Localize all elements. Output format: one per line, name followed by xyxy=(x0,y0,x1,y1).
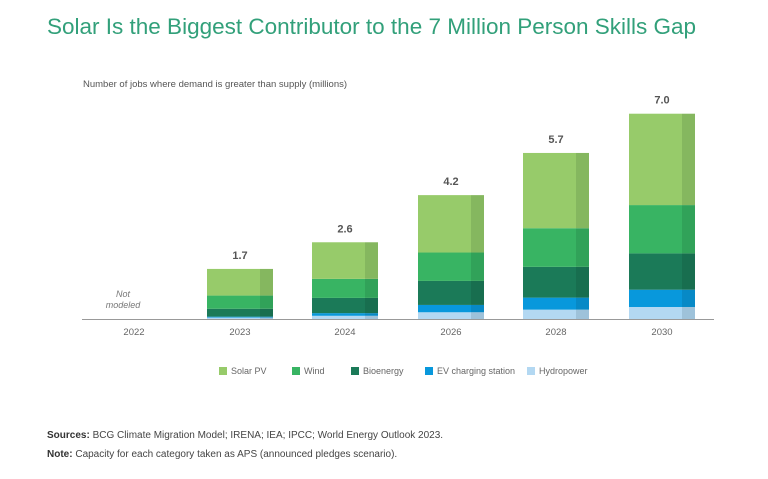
bar-segment-shade xyxy=(260,308,273,317)
bar-segment-bioenergy-2028 xyxy=(523,266,576,298)
legend-swatch xyxy=(219,367,227,375)
bar-segment-ev-charging-station-2030 xyxy=(629,289,682,307)
bar-segment-bioenergy-2026 xyxy=(418,280,471,305)
bar-segment-solar-pv-2028 xyxy=(523,152,576,229)
bar-segment-shade xyxy=(576,228,589,267)
legend-label: Solar PV xyxy=(231,366,267,376)
bar-segment-bioenergy-2023 xyxy=(207,308,260,317)
bar-segment-wind-2024 xyxy=(312,278,365,298)
bar-segment-solar-pv-2023 xyxy=(207,268,260,296)
bar-segment-shade xyxy=(682,289,695,307)
legend-item-bioenergy: Bioenergy xyxy=(351,366,404,376)
bar-segment-shade xyxy=(471,280,484,305)
legend-swatch xyxy=(351,367,359,375)
bar-segment-shade xyxy=(576,309,589,319)
bar-segment-shade xyxy=(471,312,484,319)
legend-item-solar-pv: Solar PV xyxy=(219,366,267,376)
bar-segment-hydropower-2024 xyxy=(312,315,365,319)
bar-segment-hydropower-2030 xyxy=(629,306,682,319)
bar-segment-shade xyxy=(576,152,589,229)
x-tick-label-2024: 2024 xyxy=(334,327,355,338)
bar-segment-shade xyxy=(471,252,484,281)
bar-segment-shade xyxy=(365,242,378,279)
bar-segment-shade xyxy=(260,295,273,309)
bar-segment-hydropower-2026 xyxy=(418,312,471,319)
bar-segment-shade xyxy=(576,297,589,310)
bar-segment-shade xyxy=(365,278,378,298)
sources-note: Sources: BCG Climate Migration Model; IR… xyxy=(47,430,443,441)
bar-segment-shade xyxy=(682,253,695,290)
x-tick-label-2026: 2026 xyxy=(440,327,461,338)
x-tick-label-2022: 2022 xyxy=(123,327,144,338)
sources-text: BCG Climate Migration Model; IRENA; IEA;… xyxy=(89,430,444,441)
legend-swatch xyxy=(527,367,535,375)
bar-segment-shade xyxy=(682,205,695,254)
total-label-2024: 2.6 xyxy=(337,223,352,235)
bar-segment-wind-2030 xyxy=(629,205,682,254)
legend-label: EV charging station xyxy=(437,366,516,376)
legend-item-hydropower: Hydropower xyxy=(527,366,588,376)
total-label-2030: 7.0 xyxy=(654,95,669,107)
chart-title: Solar Is the Biggest Contributor to the … xyxy=(47,14,697,39)
bar-segment-shade xyxy=(260,268,273,296)
bar-segment-shade xyxy=(471,195,484,253)
total-label-2028: 5.7 xyxy=(548,134,563,146)
bar-segment-solar-pv-2026 xyxy=(418,195,471,253)
bar-segment-hydropower-2028 xyxy=(523,309,576,319)
x-tick-label-2028: 2028 xyxy=(545,327,566,338)
legend-label: Wind xyxy=(304,366,325,376)
bar-segment-shade xyxy=(682,113,695,206)
bar-segment-wind-2023 xyxy=(207,295,260,309)
bar-segment-solar-pv-2030 xyxy=(629,113,682,206)
x-tick-label-2023: 2023 xyxy=(229,327,250,338)
x-tick-label-2030: 2030 xyxy=(651,327,672,338)
bar-segment-ev-charging-station-2024 xyxy=(312,313,365,316)
bar-segment-bioenergy-2030 xyxy=(629,253,682,290)
sources-label: Sources: xyxy=(47,430,90,441)
bar-segment-shade xyxy=(260,317,273,319)
bar-segment-bioenergy-2024 xyxy=(312,297,365,314)
bar-segment-shade xyxy=(471,304,484,313)
bar-segment-wind-2028 xyxy=(523,228,576,267)
bar-segment-shade xyxy=(365,313,378,316)
bar-segment-hydropower-2023 xyxy=(207,317,260,319)
bar-segment-wind-2026 xyxy=(418,252,471,281)
not-modeled-label: Not modeled xyxy=(105,289,141,310)
note-text: Capacity for each category taken as APS … xyxy=(72,449,398,460)
bar-segment-ev-charging-station-2023 xyxy=(207,316,260,318)
legend-item-ev-charging-station: EV charging station xyxy=(425,366,515,376)
bar-segment-ev-charging-station-2026 xyxy=(418,304,471,313)
bar-segment-shade xyxy=(365,297,378,314)
bar-segment-ev-charging-station-2028 xyxy=(523,297,576,310)
legend-label: Hydropower xyxy=(539,366,588,376)
bar-segment-solar-pv-2024 xyxy=(312,242,365,279)
legend-item-wind: Wind xyxy=(292,366,325,376)
bar-segment-shade xyxy=(576,266,589,298)
bar-segment-shade xyxy=(682,306,695,319)
note-label: Note: xyxy=(47,449,73,460)
total-label-2023: 1.7 xyxy=(232,250,247,262)
legend-label: Bioenergy xyxy=(363,366,404,376)
bar-segment-shade xyxy=(260,316,273,318)
bar-segment-shade xyxy=(365,315,378,319)
total-label-2026: 4.2 xyxy=(443,176,458,188)
chart-subtitle: Number of jobs where demand is greater t… xyxy=(83,79,348,90)
legend-swatch xyxy=(425,367,433,375)
note: Note: Capacity for each category taken a… xyxy=(47,449,397,460)
legend-swatch xyxy=(292,367,300,375)
